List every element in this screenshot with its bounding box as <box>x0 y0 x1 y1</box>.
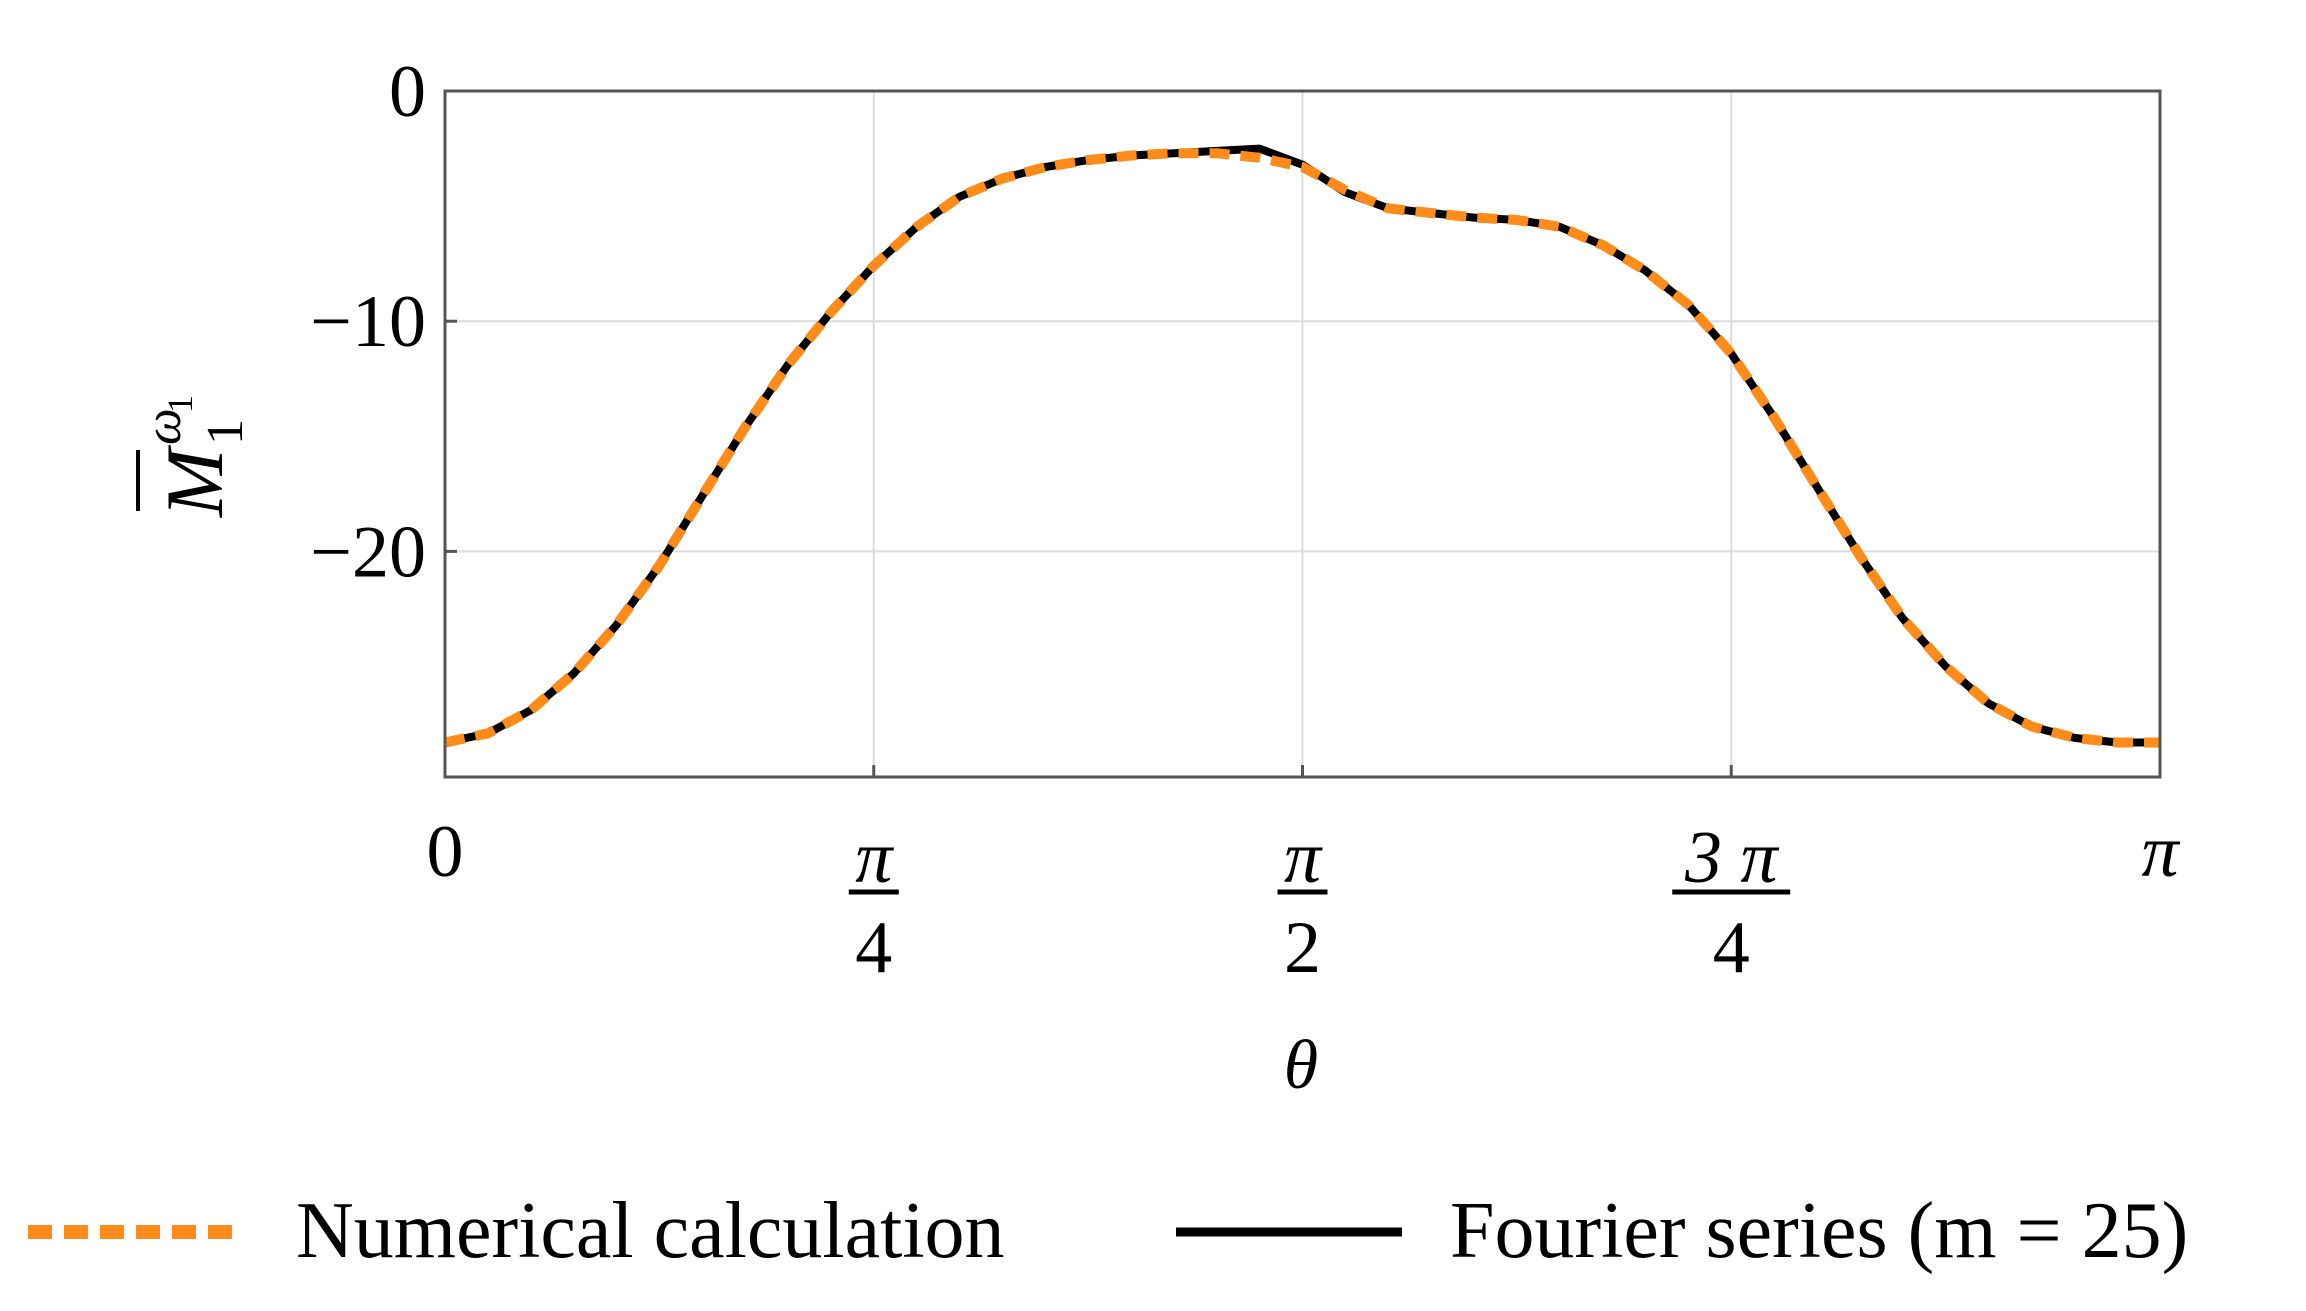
legend: Numerical calculation Fourier series (m … <box>28 1187 2188 1275</box>
y-axis-label: M 1 ω 1 <box>135 395 254 518</box>
x-tick-label-numerator: π <box>855 817 894 899</box>
y-axis-ticks: 0 −10 −20 <box>310 51 457 593</box>
legend-label-fourier: Fourier series (m = 25) <box>1450 1187 2188 1275</box>
y-axis-label-sup-sub: 1 <box>160 395 200 413</box>
x-tick-label: π <box>2141 811 2180 893</box>
x-tick-label-denominator: 4 <box>855 907 892 989</box>
legend-item-numerical: Numerical calculation <box>28 1187 1005 1275</box>
series-line-numerical <box>443 148 2161 748</box>
legend-item-fourier: Fourier series (m = 25) <box>1176 1187 2188 1275</box>
y-tick-label: −20 <box>310 511 426 593</box>
x-tick-label: 0 <box>427 811 464 893</box>
grid-lines <box>444 90 2161 777</box>
x-axis-label: θ <box>1284 1027 1318 1104</box>
plot-series <box>443 144 2161 748</box>
y-tick-label: −10 <box>310 281 426 363</box>
x-tick-label-denominator: 2 <box>1284 907 1321 989</box>
x-tick-label-numerator: 3 π <box>1684 817 1780 899</box>
x-tick-label-numerator: π <box>1284 817 1323 899</box>
legend-label-numerical: Numerical calculation <box>296 1187 1005 1275</box>
y-axis-label-sup: ω <box>135 408 192 445</box>
y-axis-label-sub: 1 <box>197 419 254 445</box>
x-tick-label-denominator: 4 <box>1713 907 1750 989</box>
y-tick-label: 0 <box>389 51 426 133</box>
y-axis-label-base: M <box>149 444 240 518</box>
